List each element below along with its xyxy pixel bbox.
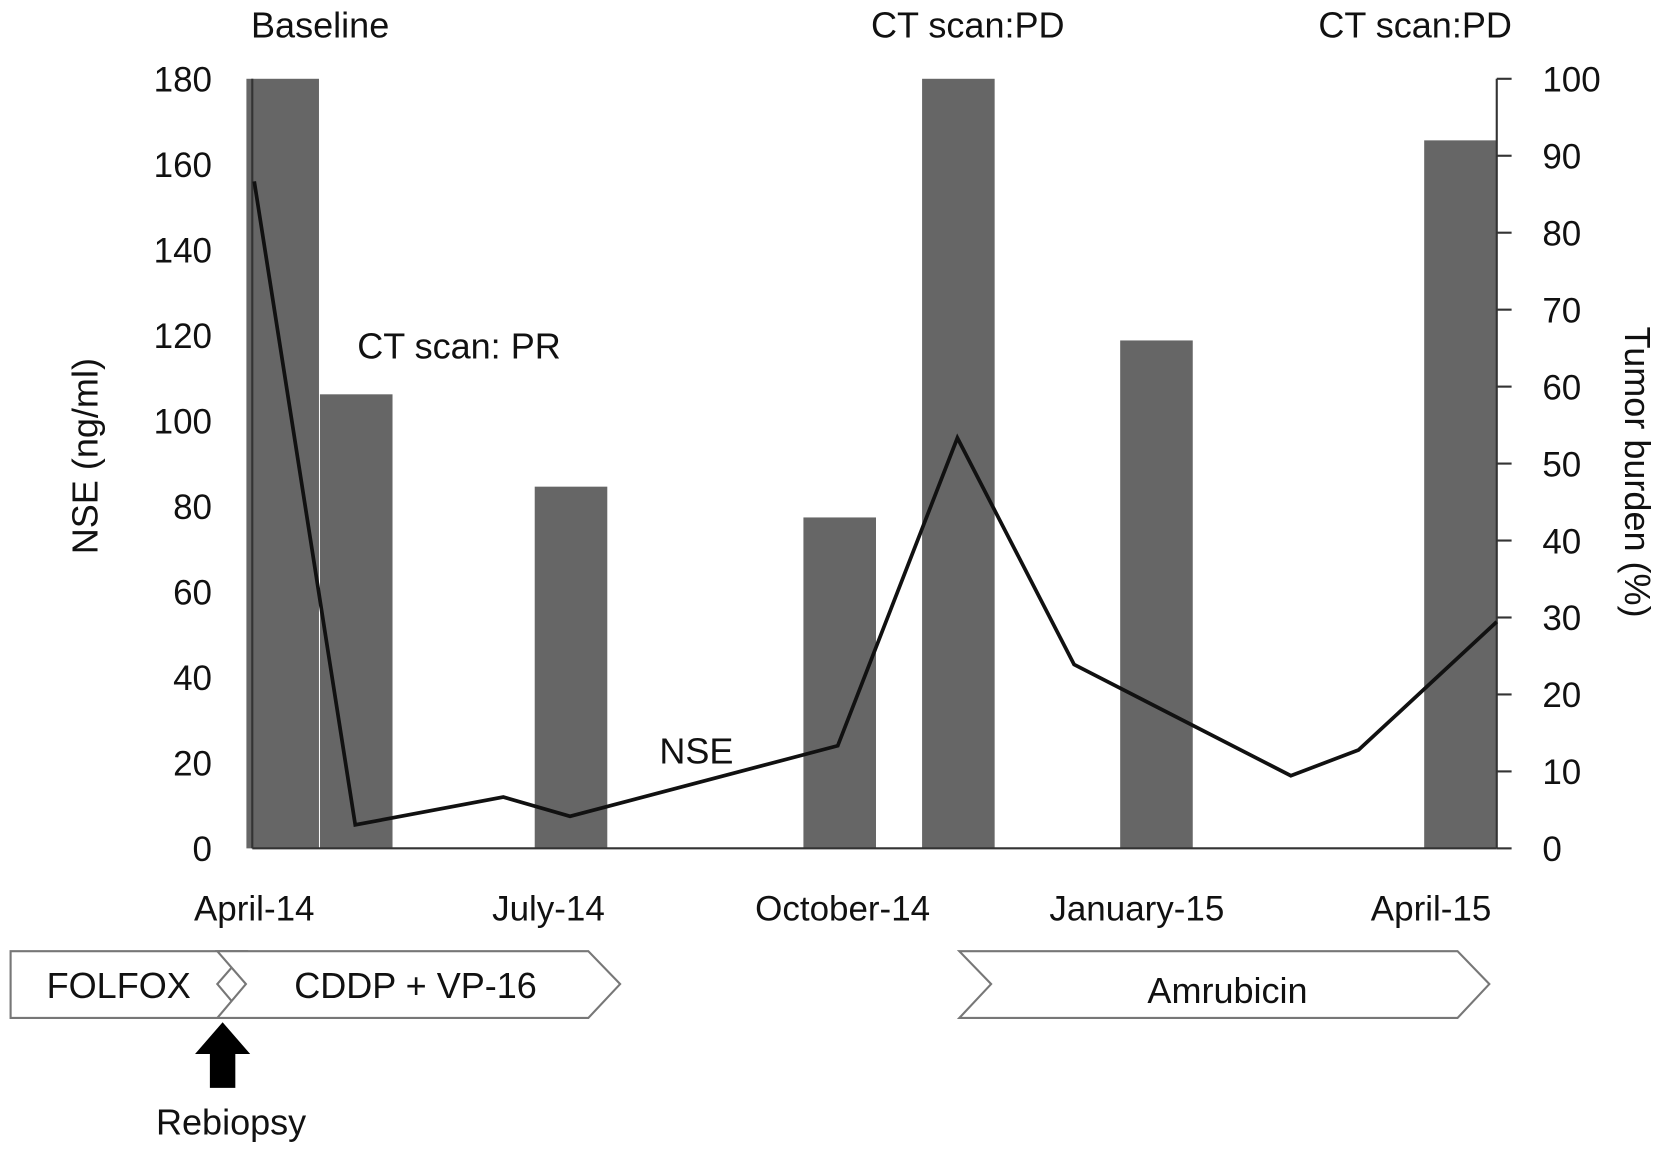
tumor-burden-bar: [534, 486, 608, 849]
y-axis-title: NSE (ng/ml): [65, 358, 106, 554]
y2-axis-title: Tumor burden (%): [1617, 327, 1658, 618]
annotation-nse: NSE: [659, 731, 733, 772]
y-tick-label: 100: [154, 403, 212, 442]
annotation-baseline: Baseline: [251, 4, 389, 45]
nse-line: [252, 181, 1499, 828]
y2-tick-label: 90: [1542, 137, 1581, 176]
treatment-amrubicin-label: Amrubicin: [1147, 970, 1307, 1011]
tumor-burden-bar: [1424, 140, 1497, 849]
tumor-burden-bar: [803, 517, 876, 849]
x-tick-label: April-15: [1371, 889, 1492, 928]
treatment-amrubicin: Amrubicin: [956, 950, 1491, 1020]
y2-tick-label: 100: [1542, 61, 1600, 100]
y-tick-label: 120: [154, 317, 212, 356]
y2-tick-label: 30: [1542, 599, 1581, 638]
y2-tick-label: 50: [1542, 445, 1581, 484]
y-tick-label: 80: [173, 488, 212, 527]
y2-tick-label: 70: [1542, 291, 1581, 330]
y-tick-label: 20: [173, 745, 212, 784]
treatment-folfox: FOLFOX: [9, 950, 249, 1020]
y-tick-label: 180: [154, 61, 212, 100]
x-tick-label: January-15: [1049, 889, 1224, 928]
treatment-folfox-label: FOLFOX: [47, 965, 191, 1006]
x-tick-label: July-14: [492, 889, 605, 928]
tumor-burden-bar: [922, 78, 995, 849]
y2-tick-label: 60: [1542, 368, 1581, 407]
y2-tick-label: 80: [1542, 214, 1581, 253]
rebiopsy-arrow-icon: [195, 1022, 251, 1088]
tumor-burden-bar: [319, 394, 393, 849]
treatment-cddp-vp16: CDDP + VP-16: [214, 950, 622, 1020]
x-tick-label: April-14: [194, 889, 315, 928]
y-tick-label: 160: [154, 146, 212, 185]
y-tick-label: 140: [154, 232, 212, 271]
axes-group: 0 20 40 60 80 100 120 140 160 180 0 10 20 30 40 50 60 70 8…: [154, 61, 1601, 929]
annotation-ct-pd-1: CT scan:PD: [871, 4, 1065, 45]
annotation-ct-pd-2: CT scan:PD: [1318, 4, 1512, 45]
y2-tick-label: 20: [1542, 676, 1581, 715]
treatment-cddp-label: CDDP + VP-16: [294, 965, 537, 1006]
bars-group: [246, 78, 1497, 849]
y2-tick-label: 0: [1542, 830, 1561, 869]
x-tick-label: October-14: [755, 889, 930, 928]
y-tick-label: 60: [173, 574, 212, 613]
annotation-ct-pr: CT scan: PR: [357, 326, 561, 367]
y-tick-label: 0: [193, 830, 212, 869]
tumor-burden-bar: [1120, 340, 1193, 849]
y2-tick-label: 10: [1542, 753, 1581, 792]
y-tick-label: 40: [173, 659, 212, 698]
rebiopsy-label: Rebiopsy: [156, 1102, 306, 1143]
y2-tick-label: 40: [1542, 522, 1581, 561]
